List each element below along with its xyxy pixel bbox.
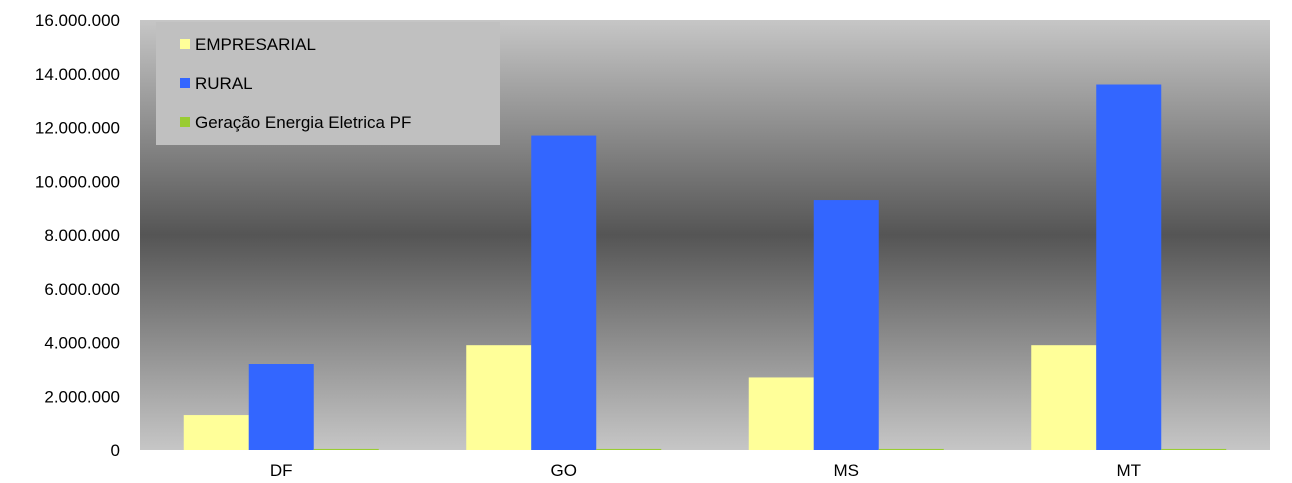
legend-swatch	[180, 78, 190, 88]
bar-empresarial-go	[466, 345, 532, 450]
y-tick-label: 0	[111, 441, 120, 460]
bar-gera-o-energia-eletrica-pf-ms	[878, 448, 944, 450]
x-category-label: MT	[1116, 461, 1141, 480]
bar-gera-o-energia-eletrica-pf-go	[596, 448, 662, 450]
x-category-label: GO	[551, 461, 577, 480]
bar-gera-o-energia-eletrica-pf-df	[313, 448, 379, 450]
x-category-label: DF	[270, 461, 293, 480]
legend-label: EMPRESARIAL	[195, 35, 316, 54]
y-tick-label: 14.000.000	[35, 65, 120, 84]
bar-gera-o-energia-eletrica-pf-mt	[1161, 448, 1227, 450]
y-tick-label: 4.000.000	[44, 334, 120, 353]
y-tick-label: 2.000.000	[44, 387, 120, 406]
y-axis-tick-labels: 0 2.000.000 4.000.000 6.000.000 8.000.000 10.…	[35, 11, 120, 460]
legend-swatch	[180, 117, 190, 127]
legend-box	[156, 22, 500, 145]
bar-rural-mt	[1096, 84, 1162, 450]
legend: EMPRESARIAL RURAL Geração Energia Eletrica…	[156, 22, 500, 145]
y-tick-label: 12.000.000	[35, 119, 120, 138]
legend-swatch	[180, 39, 190, 49]
legend-label: RURAL	[195, 74, 253, 93]
bar-empresarial-mt	[1031, 345, 1097, 450]
bar-rural-ms	[813, 200, 879, 450]
y-tick-label: 6.000.000	[44, 280, 120, 299]
y-tick-label: 16.000.000	[35, 11, 120, 30]
x-axis-category-labels: DF GO MS MT	[270, 461, 1141, 480]
bar-rural-df	[248, 364, 314, 450]
y-tick-label: 10.000.000	[35, 172, 120, 191]
x-category-label: MS	[834, 461, 860, 480]
bar-rural-go	[531, 135, 597, 450]
legend-label: Geração Energia Eletrica PF	[195, 113, 411, 132]
bar-empresarial-ms	[748, 377, 814, 450]
bar-empresarial-df	[183, 415, 249, 450]
y-tick-label: 8.000.000	[44, 226, 120, 245]
bars	[183, 84, 1227, 450]
